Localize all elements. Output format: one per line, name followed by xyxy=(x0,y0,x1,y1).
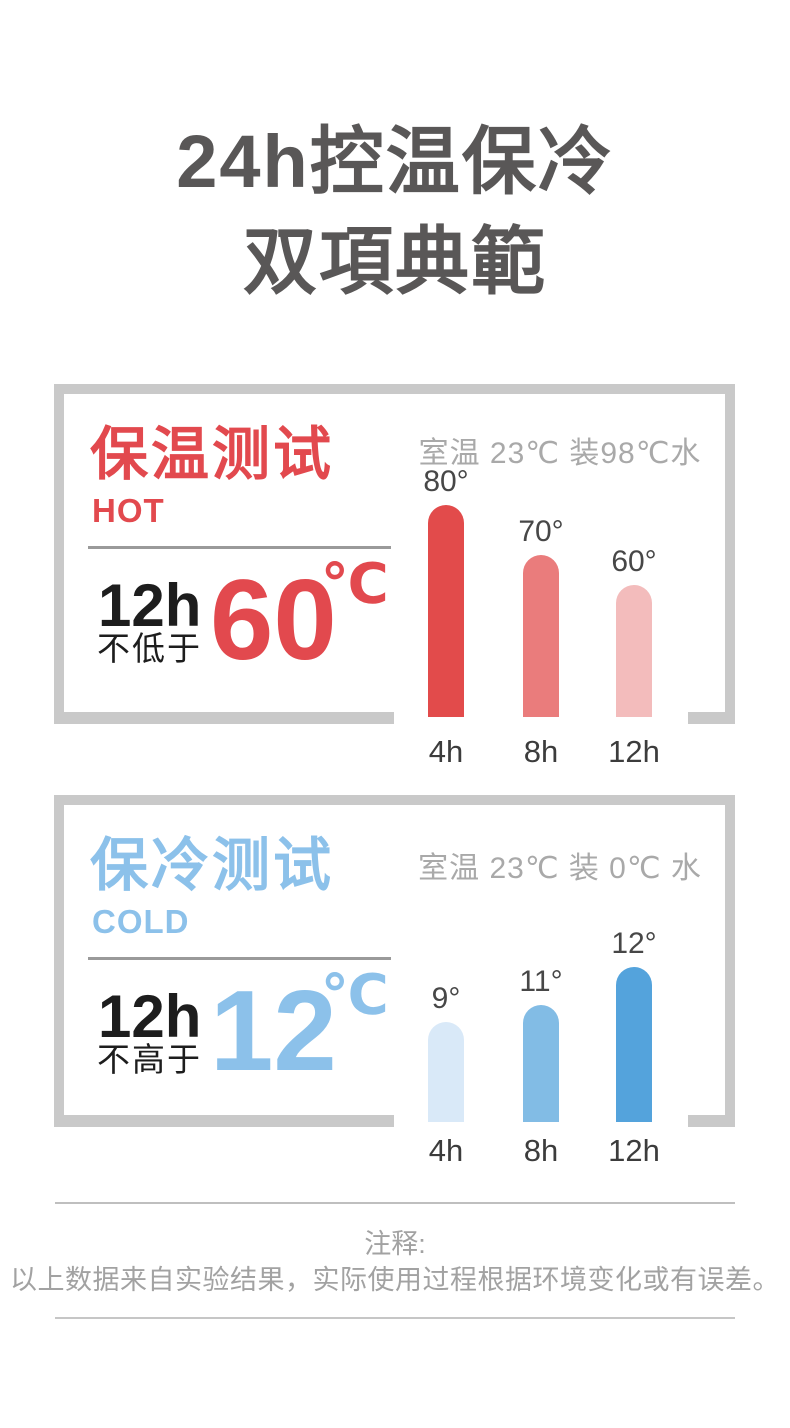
hot-temp-value: 60 xyxy=(210,557,337,684)
hot-test-tag: HOT xyxy=(92,492,165,529)
panel-border-right xyxy=(725,384,735,724)
hot-bar-12h xyxy=(616,585,652,717)
cold-bar-value-8h: 11° xyxy=(519,965,563,998)
hot-chart-note: 室温 23℃ 装98℃水 xyxy=(418,437,702,470)
cold-condition: 不高于 xyxy=(97,1041,202,1078)
cold-axis-label-8h: 8h xyxy=(523,1133,559,1168)
cold-temp-unit: ℃ xyxy=(320,963,389,1026)
hot-bar-value-4h: 80° xyxy=(423,465,469,498)
hot-axis-label-4h: 4h xyxy=(428,734,464,769)
cold-divider xyxy=(88,957,391,960)
page-title-line1: 24h控温保冷 xyxy=(176,120,614,203)
cold-duration: 12h xyxy=(98,983,202,1050)
hot-duration: 12h xyxy=(98,572,202,639)
footer-divider-top xyxy=(55,1202,735,1204)
panel-border-left xyxy=(54,795,64,1127)
cold-bar-4h xyxy=(428,1022,464,1122)
footer-note-label: 注释: xyxy=(364,1229,426,1259)
panel-border-bottom-right xyxy=(688,1115,735,1127)
hot-test-panel: 保温测试 HOT 12h 不低于 60℃ 室温 23℃ 装98℃水 80° 4h 7… xyxy=(54,384,735,768)
cold-test-tag: COLD xyxy=(92,903,190,940)
panel-border-bottom-right xyxy=(688,712,735,724)
hot-temp-unit: ℃ xyxy=(320,552,389,615)
cold-bar-8h xyxy=(523,1005,559,1122)
panel-border-bottom-left xyxy=(54,1115,394,1127)
hot-temperature: 60℃ xyxy=(210,556,389,678)
cold-axis-label-4h: 4h xyxy=(428,1133,464,1168)
cold-temp-value: 12 xyxy=(210,968,337,1095)
cold-chart-note: 室温 23℃ 装 0℃ 水 xyxy=(418,852,702,885)
cold-bar-12h xyxy=(616,967,652,1122)
cold-bar-chart: 9° 4h 11° 8h 12° 12h xyxy=(54,795,735,1166)
panel-border-top xyxy=(54,384,735,394)
cold-bar-value-4h: 9° xyxy=(431,982,461,1015)
hot-test-title: 保温测试 xyxy=(90,422,335,487)
page-title-line2: 双項典範 xyxy=(243,220,547,303)
hot-bar-value-12h: 60° xyxy=(611,545,657,578)
cold-temperature: 12℃ xyxy=(210,967,389,1089)
hot-condition: 不低于 xyxy=(97,630,202,667)
panel-border-top xyxy=(54,795,735,805)
panel-border-right xyxy=(725,795,735,1127)
cold-axis-label-12h: 12h xyxy=(608,1133,660,1168)
cold-test-title: 保冷测试 xyxy=(90,833,335,898)
hot-bar-chart: 80° 4h 70° 8h 60° 12h xyxy=(54,384,735,768)
hot-axis-label-12h: 12h xyxy=(608,734,660,769)
hot-bar-8h xyxy=(523,555,559,717)
page-title: 24h控温保冷 双項典範 xyxy=(0,112,790,312)
hot-axis-label-8h: 8h xyxy=(523,734,559,769)
panel-border-bottom-left xyxy=(54,712,394,724)
footer-note-text: 以上数据来自实验结果，实际使用过程根据环境变化或有误差。 xyxy=(10,1265,780,1295)
panel-border-left xyxy=(54,384,64,724)
footer-divider-bottom xyxy=(55,1317,735,1319)
cold-test-panel: 保冷测试 COLD 12h 不高于 12℃ 室温 23℃ 装 0℃ 水 9° 4h… xyxy=(54,795,735,1166)
cold-bar-value-12h: 12° xyxy=(611,927,657,960)
hot-bar-value-8h: 70° xyxy=(518,515,564,548)
hot-divider xyxy=(88,546,391,549)
hot-bar-4h xyxy=(428,505,464,717)
